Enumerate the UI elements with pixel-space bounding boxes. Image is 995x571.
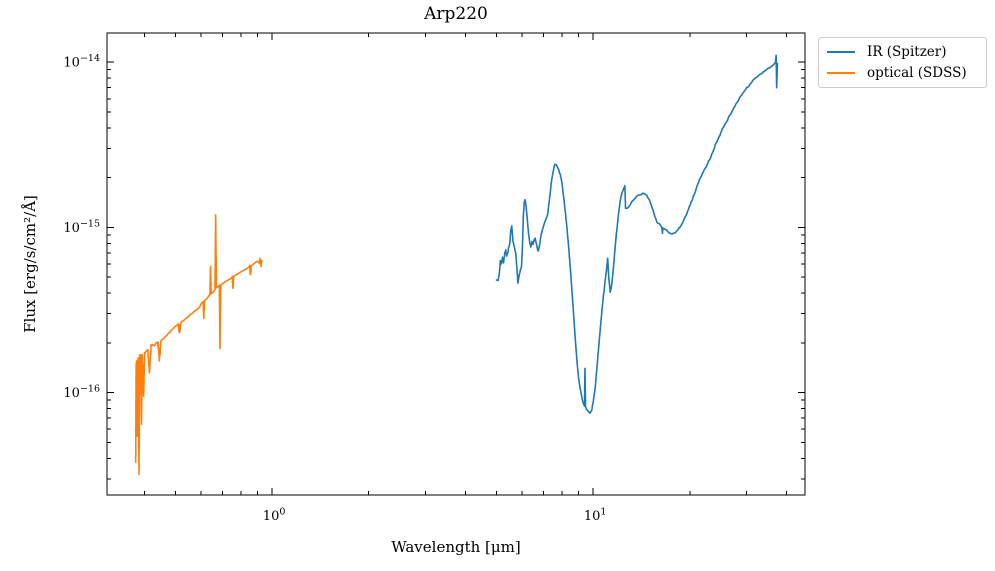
chart-title: Arp220 bbox=[424, 4, 488, 24]
legend-item-optical-sdss: optical (SDSS) bbox=[827, 63, 978, 83]
x-axis-label: Wavelength [μm] bbox=[391, 538, 521, 556]
y-tick-label: 10−16 bbox=[63, 384, 100, 402]
tick-labels: 100 101 10−14 10−15 10−16 bbox=[63, 53, 606, 524]
legend-line-sample-optical bbox=[827, 71, 855, 74]
axis-ticks bbox=[107, 33, 805, 495]
x-tick-label: 100 bbox=[263, 507, 286, 525]
legend: IR (Spitzer) optical (SDSS) bbox=[818, 37, 987, 88]
y-tick-label: 10−14 bbox=[63, 53, 100, 71]
x-tick-label: 101 bbox=[584, 507, 607, 525]
legend-line-sample-ir bbox=[827, 51, 855, 54]
series-lines bbox=[134, 54, 779, 476]
series-line-1 bbox=[134, 214, 263, 476]
series-line-0 bbox=[495, 54, 779, 414]
y-axis-label-text: Flux [erg/s/cm²/Å] bbox=[21, 195, 39, 333]
legend-label-optical: optical (SDSS) bbox=[867, 64, 967, 81]
y-tick-label: 10−15 bbox=[63, 218, 100, 236]
legend-item-ir-spitzer: IR (Spitzer) bbox=[827, 42, 978, 62]
legend-label-ir: IR (Spitzer) bbox=[867, 44, 947, 61]
axes-spines bbox=[106, 32, 806, 496]
